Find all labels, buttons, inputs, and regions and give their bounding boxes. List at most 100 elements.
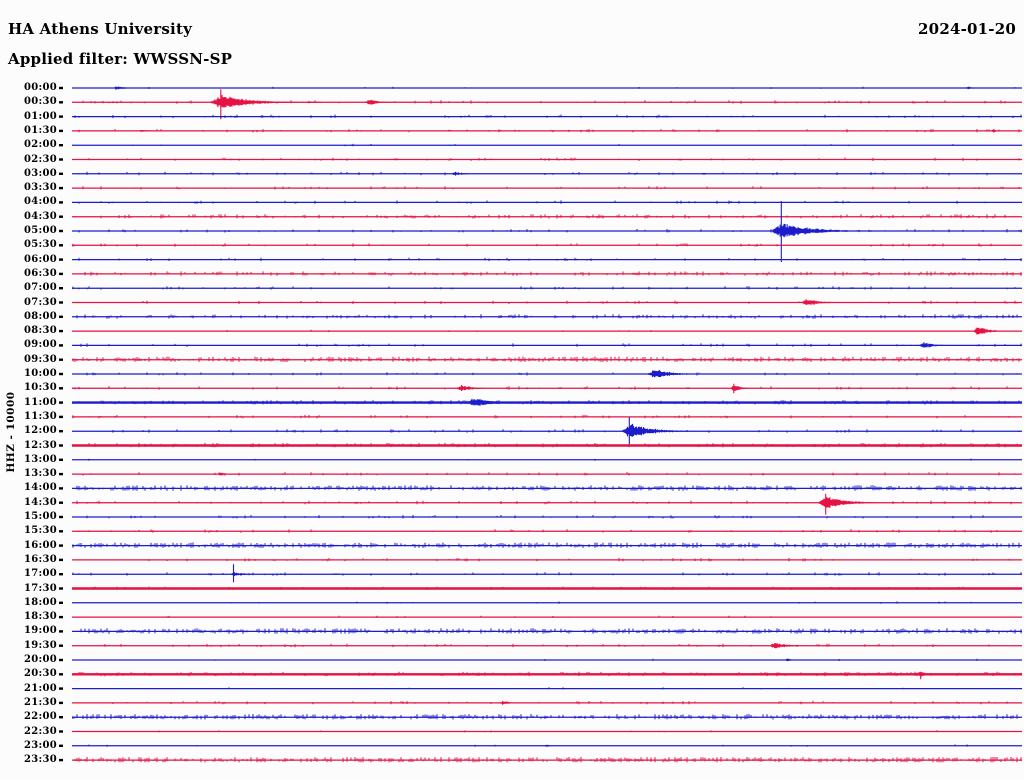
time-label: 16:00 xyxy=(23,539,57,551)
row-tick xyxy=(59,558,63,562)
trace-row-07-30 xyxy=(59,299,1022,305)
time-label: 13:00 xyxy=(23,453,57,465)
time-label: 12:30 xyxy=(23,439,57,451)
time-label: 07:30 xyxy=(23,296,57,308)
trace-row-02-30 xyxy=(59,157,1022,161)
row-tick xyxy=(59,201,63,204)
row-tick xyxy=(59,344,63,347)
row-tick xyxy=(59,472,63,476)
time-label: 09:30 xyxy=(23,353,57,365)
trace-row-10-00 xyxy=(59,370,1022,378)
row-tick xyxy=(59,744,63,747)
row-tick xyxy=(59,544,63,547)
row-tick xyxy=(59,329,63,333)
row-tick xyxy=(59,687,63,690)
row-tick xyxy=(59,444,63,447)
trace-row-23-00 xyxy=(59,744,1022,747)
time-label: 21:00 xyxy=(23,682,57,694)
row-tick xyxy=(59,287,63,290)
time-label: 22:00 xyxy=(23,711,57,723)
row-tick xyxy=(59,372,63,376)
time-label: 10:00 xyxy=(23,368,57,379)
row-tick xyxy=(59,115,63,118)
time-label: 19:30 xyxy=(23,639,57,651)
trace-row-20-00 xyxy=(59,658,1022,662)
time-label: 04:30 xyxy=(23,210,57,222)
row-tick xyxy=(59,716,63,719)
trace-row-16-00 xyxy=(59,542,1022,548)
trace-row-09-30 xyxy=(59,356,1022,362)
row-tick xyxy=(59,673,63,676)
row-tick xyxy=(59,701,63,705)
row-tick xyxy=(59,86,63,90)
time-label: 07:00 xyxy=(23,282,57,294)
trace-row-04-30 xyxy=(59,214,1022,219)
row-tick xyxy=(59,244,63,247)
row-tick xyxy=(59,186,63,190)
trace-row-17-30 xyxy=(59,586,1022,590)
trace-row-21-30 xyxy=(59,700,1022,705)
time-label: 00:00 xyxy=(23,82,57,93)
time-label: 01:00 xyxy=(23,110,57,122)
time-label: 19:00 xyxy=(23,625,57,637)
time-label: 05:00 xyxy=(23,225,57,236)
time-label: 03:00 xyxy=(23,167,57,179)
trace-row-19-00 xyxy=(59,628,1022,634)
time-label: 01:30 xyxy=(23,124,57,136)
trace-row-18-00 xyxy=(59,601,1022,604)
trace-row-05-30 xyxy=(59,243,1022,247)
trace-row-01-30 xyxy=(59,129,1022,133)
row-tick xyxy=(59,515,63,519)
trace-row-23-30 xyxy=(59,757,1022,763)
row-tick xyxy=(59,730,63,733)
time-label: 17:30 xyxy=(23,582,57,594)
time-label: 14:30 xyxy=(23,496,57,508)
row-tick xyxy=(59,129,63,133)
trace-row-08-30 xyxy=(59,327,1022,335)
trace-row-21-00 xyxy=(59,687,1022,690)
trace-row-17-00 xyxy=(59,564,1022,583)
row-tick xyxy=(59,587,63,590)
row-tick xyxy=(59,144,63,147)
time-label: 04:00 xyxy=(23,196,57,208)
row-tick xyxy=(59,315,63,318)
trace-row-12-30 xyxy=(59,443,1022,448)
time-label: 18:30 xyxy=(23,611,57,623)
trace-row-02-00 xyxy=(59,143,1022,147)
time-label: 02:00 xyxy=(23,139,57,151)
trace-row-15-30 xyxy=(59,529,1022,533)
station-title: HA Athens University xyxy=(8,20,192,38)
time-label: 03:30 xyxy=(23,182,57,194)
time-label: 10:30 xyxy=(23,382,57,394)
time-label: 23:30 xyxy=(23,754,57,766)
trace-row-06-00 xyxy=(59,257,1022,262)
trace-row-13-00 xyxy=(59,458,1022,461)
time-label: 16:30 xyxy=(23,553,57,565)
trace-row-22-00 xyxy=(59,714,1022,720)
time-label: 14:00 xyxy=(23,482,57,494)
row-tick xyxy=(59,301,63,304)
row-tick xyxy=(59,530,63,533)
row-tick xyxy=(59,258,63,261)
row-tick xyxy=(59,430,63,433)
trace-row-19-30 xyxy=(59,643,1022,649)
time-label: 11:00 xyxy=(23,396,57,408)
row-tick xyxy=(59,615,63,619)
row-tick xyxy=(59,229,63,233)
time-label: 06:00 xyxy=(23,253,57,265)
time-label: 23:00 xyxy=(23,739,57,751)
trace-row-04-00 xyxy=(59,200,1022,204)
row-tick xyxy=(59,387,63,390)
row-tick xyxy=(59,101,63,104)
time-label: 18:00 xyxy=(23,596,57,608)
trace-row-05-00 xyxy=(59,201,1022,262)
row-tick xyxy=(59,758,63,762)
trace-row-06-30 xyxy=(59,271,1022,276)
trace-row-00-00 xyxy=(59,86,1022,90)
time-label: 21:30 xyxy=(23,696,57,708)
trace-row-09-00 xyxy=(59,342,1022,348)
time-label: 15:00 xyxy=(23,511,57,522)
time-label: 15:30 xyxy=(23,525,57,537)
